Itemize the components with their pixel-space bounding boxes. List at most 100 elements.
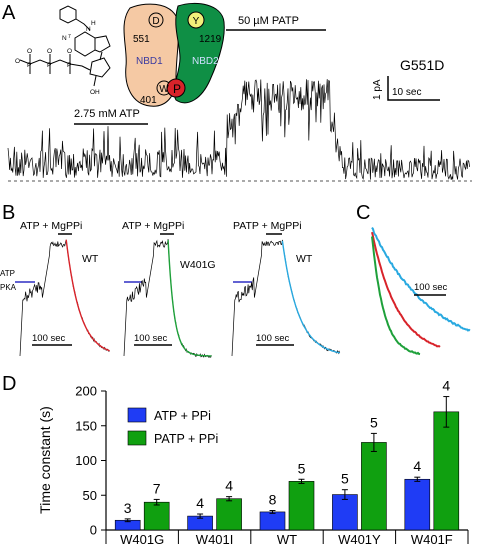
current-trace-a xyxy=(7,79,470,180)
panel-d: D Time constant (s) 0 50 100 150 200 3 7 4 4 8 5 5… xyxy=(2,373,469,547)
trace-b3-fit xyxy=(281,240,340,354)
phosphate-chain xyxy=(19,59,91,71)
bar xyxy=(404,478,431,531)
decay-curve-red xyxy=(371,231,441,348)
ethyl-linker xyxy=(75,18,91,31)
nbd-cartoon: D Y W P 551 1219 401 NBD1 NBD2 xyxy=(123,2,225,107)
trace-b1-fit xyxy=(65,239,110,352)
atom-label-p: P xyxy=(67,62,71,69)
bar-series: 3 7 4 4 8 5 5 5 4 4 xyxy=(114,378,460,531)
panel-b: B ATP + MgPPi WT ATP PKA 100 sec ATP + M… xyxy=(0,202,341,358)
atom-label-p: P xyxy=(47,62,51,69)
bar xyxy=(143,501,170,531)
trace-b3-title: PATP + MgPPi xyxy=(233,220,302,232)
residue-y-circle xyxy=(187,11,205,29)
panel-c-letter: C xyxy=(356,202,370,224)
n-label: 3 xyxy=(124,500,132,516)
n-label: 4 xyxy=(225,478,233,494)
panel-a-letter: A xyxy=(2,2,16,24)
trace-b3-scale-label: 100 sec xyxy=(256,333,290,344)
decay-curve-cyan xyxy=(371,227,471,332)
pka-marker-label: PKA xyxy=(0,283,17,292)
bar xyxy=(433,411,460,531)
trace-b2-genotype: W401G xyxy=(180,259,216,271)
y-tick-label: 0 xyxy=(90,523,97,538)
residue-y-label: Y xyxy=(193,16,200,27)
bar xyxy=(288,481,315,531)
trace-b2: ATP + MgPPi W401G 100 sec xyxy=(122,220,216,358)
x-category-label: W401G xyxy=(120,532,164,547)
x-category-label: WT xyxy=(277,532,297,547)
residue-d-label: D xyxy=(152,16,159,27)
atom-label-oh: OH xyxy=(90,89,100,96)
n-label: 5 xyxy=(370,414,378,430)
atom-label-n7: N xyxy=(62,35,67,42)
bar xyxy=(216,498,242,531)
atp-label: 2.75 mM ATP xyxy=(74,108,140,120)
atom-label-p: P xyxy=(27,62,31,69)
n-label: 5 xyxy=(341,471,349,487)
decay-curve-green xyxy=(371,236,421,356)
y-tick-label: 200 xyxy=(75,384,97,399)
purine-ring xyxy=(74,31,96,57)
mutant-label: G551D xyxy=(400,57,444,73)
legend-label-atp: ATP + PPi xyxy=(154,409,211,423)
panel-c: C 100 sec xyxy=(356,202,471,356)
glycosidic-bond xyxy=(99,51,103,61)
x-category-label: W401Y xyxy=(338,532,381,547)
bar xyxy=(361,442,387,531)
residue-401-label: 401 xyxy=(140,95,157,106)
scale-time-label: 10 sec xyxy=(392,87,421,98)
atom-label-n: N xyxy=(86,26,91,33)
residue-w-label: W xyxy=(159,84,169,95)
molecule-labels: N H N 7 P P P O O O O OH xyxy=(15,20,100,96)
trace-b2-title: ATP + MgPPi xyxy=(122,220,184,232)
trace-b3-genotype: WT xyxy=(296,253,313,265)
hydroxyl-bond xyxy=(93,75,97,87)
residue-p-circle xyxy=(166,78,186,98)
residue-d-circle xyxy=(148,12,164,28)
legend-label-patp: PATP + PPi xyxy=(154,432,218,446)
ribose-ring xyxy=(89,57,111,78)
legend-swatch-atp xyxy=(127,407,147,423)
y-axis-label: Time constant (s) xyxy=(37,406,53,514)
trace-b1: ATP + MgPPi WT ATP PKA 100 sec xyxy=(0,220,110,357)
atom-label-h: H xyxy=(91,20,96,27)
scale-bar-a xyxy=(387,76,440,101)
trace-b1-scale-label: 100 sec xyxy=(32,333,66,344)
x-axis-categories: W401G W401I WT W401Y W401F xyxy=(105,530,469,547)
panel-c-scale-label: 100 sec xyxy=(414,282,448,293)
imidazole-ring xyxy=(94,35,111,53)
y-tick-label: 100 xyxy=(75,453,97,468)
n-label: 8 xyxy=(269,492,277,508)
residue-1219-label: 1219 xyxy=(199,34,222,45)
bar xyxy=(332,494,358,531)
trace-b2-scale-label: 100 sec xyxy=(134,333,168,344)
legend: ATP + PPi PATP + PPi xyxy=(127,407,218,446)
x-category-label: W401I xyxy=(196,532,234,547)
atom-label-7: 7 xyxy=(68,34,71,40)
phenyl-ring xyxy=(59,5,77,24)
trace-b1-title: ATP + MgPPi xyxy=(20,220,82,232)
panel-d-letter: D xyxy=(2,373,16,395)
residue-551-label: 551 xyxy=(133,34,150,45)
trace-b3: PATP + MgPPi WT 100 sec xyxy=(231,220,341,357)
y-tick-label: 50 xyxy=(83,488,97,503)
atom-label-o: O xyxy=(27,48,32,55)
atom-label-o: O xyxy=(67,48,72,55)
patp-label: 50 µM PATP xyxy=(238,15,299,27)
n-label: 4 xyxy=(442,378,450,394)
bar xyxy=(259,511,286,531)
y-tick-label: 150 xyxy=(75,418,97,433)
n-label: 4 xyxy=(196,495,204,511)
legend-swatch-patp xyxy=(127,430,147,446)
residue-p-label: P xyxy=(173,82,181,96)
atom-label-o: O xyxy=(47,48,52,55)
panel-b-letter: B xyxy=(2,202,15,224)
nbd2-label: NBD2 xyxy=(192,56,219,67)
nbd1-label: NBD1 xyxy=(136,56,163,67)
n-label: 4 xyxy=(413,458,421,474)
n-label: 7 xyxy=(153,480,161,496)
x-category-label: W401F xyxy=(411,532,453,547)
